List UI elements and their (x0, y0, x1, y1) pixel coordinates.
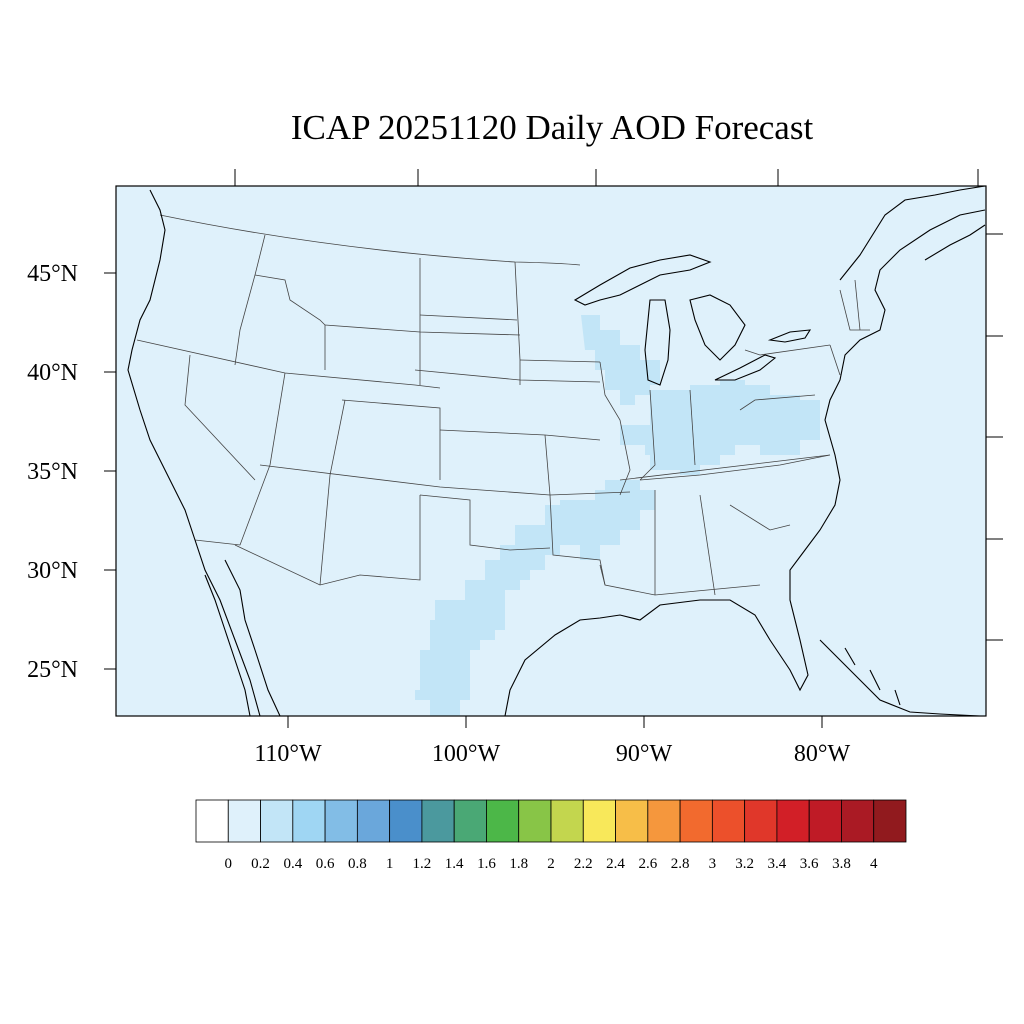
colorbar-swatch (195, 799, 229, 843)
colorbar-label: 2.8 (671, 856, 690, 872)
colorbar-swatch (227, 799, 261, 843)
colorbar-swatch (453, 799, 487, 843)
colorbar-label: 1.2 (413, 856, 432, 872)
colorbar-label: 3 (709, 856, 717, 872)
colorbar-swatch (486, 799, 520, 843)
lon-label: 110°W (254, 741, 322, 767)
colorbar-swatch (550, 799, 584, 843)
lon-label: 80°W (794, 741, 851, 767)
colorbar-swatch (711, 799, 746, 843)
map-title: ICAP 20251120 Daily AOD Forecast (290, 108, 814, 147)
colorbar-swatch (776, 799, 810, 843)
colorbar-swatch (679, 799, 713, 843)
colorbar-swatch (260, 799, 294, 843)
coastlines (127, 186, 986, 716)
colorbar-swatch (421, 799, 455, 843)
colorbar: 0 0.2 0.4 0.6 0.8 1 1.2 1.4 1.6 1.8 2 2.2 2.4 2.6 2.8 3… (195, 799, 907, 872)
colorbar-label: 0.4 (283, 856, 302, 872)
colorbar-label: 1.4 (445, 856, 464, 872)
colorbar-label: 3.6 (800, 856, 819, 872)
colorbar-swatch (582, 799, 616, 843)
aod-highlight-layer (415, 315, 820, 716)
colorbar-swatch (873, 799, 907, 843)
colorbar-label: 2.4 (606, 856, 625, 872)
colorbar-swatch (647, 799, 681, 843)
lat-label: 40°N (27, 360, 78, 386)
colorbar-swatch (292, 799, 326, 843)
state-boundaries (136, 214, 870, 596)
colorbar-label: 1 (386, 856, 394, 872)
lat-label: 45°N (27, 261, 78, 287)
colorbar-label: 4 (870, 856, 878, 872)
colorbar-label: 0.6 (316, 856, 335, 872)
colorbar-swatch (744, 799, 778, 843)
colorbar-swatch (389, 799, 423, 843)
lon-labels: 110°W 100°W 90°W 80°W (254, 741, 850, 767)
lat-label: 30°N (27, 558, 78, 584)
colorbar-swatch (324, 799, 358, 843)
colorbar-swatch (615, 799, 649, 843)
colorbar-swatch (841, 799, 875, 843)
colorbar-swatch (356, 799, 391, 843)
colorbar-label: 1.6 (477, 856, 496, 872)
map-frame (115, 185, 987, 717)
colorbar-label: 3.2 (735, 856, 754, 872)
colorbar-label: 3.4 (768, 856, 787, 872)
lat-label: 25°N (27, 657, 78, 683)
colorbar-label: 0.2 (251, 856, 270, 872)
colorbar-label: 2.6 (638, 856, 657, 872)
colorbar-label: 0.8 (348, 856, 367, 872)
map-background (116, 186, 986, 716)
colorbar-label: 0 (225, 856, 233, 872)
map-ticks (104, 169, 1003, 728)
colorbar-swatch (518, 799, 552, 843)
colorbar-label: 3.8 (832, 856, 851, 872)
lat-label: 35°N (27, 459, 78, 485)
colorbar-label: 2 (547, 856, 555, 872)
colorbar-label: 1.8 (509, 856, 528, 872)
lat-labels: 45°N 40°N 35°N 30°N 25°N (27, 261, 78, 683)
colorbar-label: 2.2 (574, 856, 593, 872)
lon-label: 100°W (432, 741, 501, 767)
lon-label: 90°W (616, 741, 673, 767)
colorbar-swatch (808, 799, 842, 843)
